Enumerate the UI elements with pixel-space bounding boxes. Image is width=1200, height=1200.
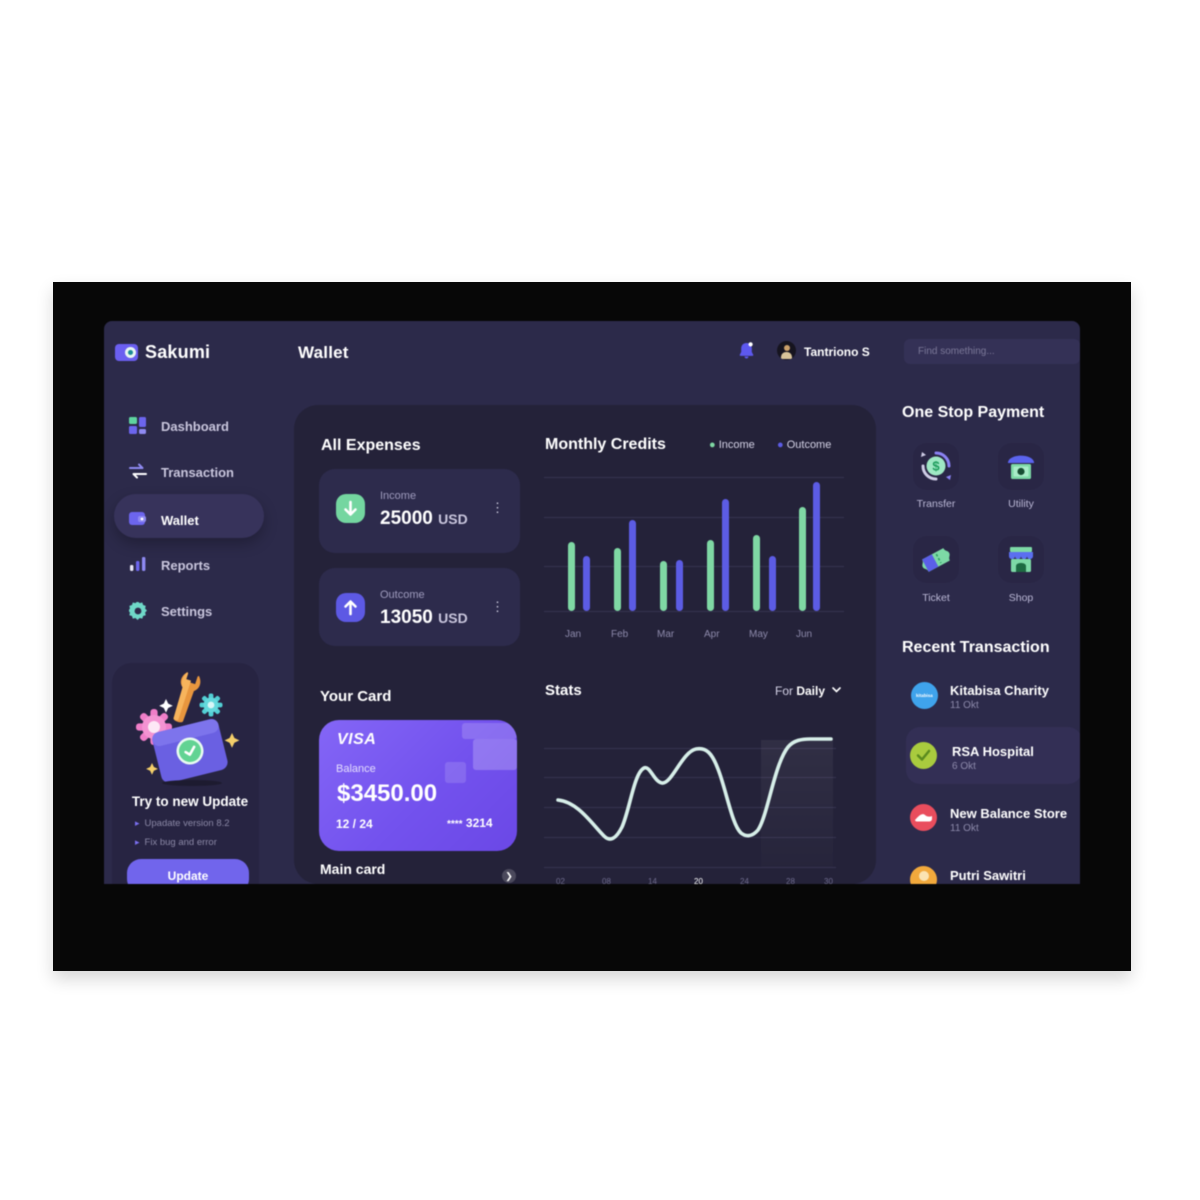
svg-text:$: $ [932, 459, 940, 474]
